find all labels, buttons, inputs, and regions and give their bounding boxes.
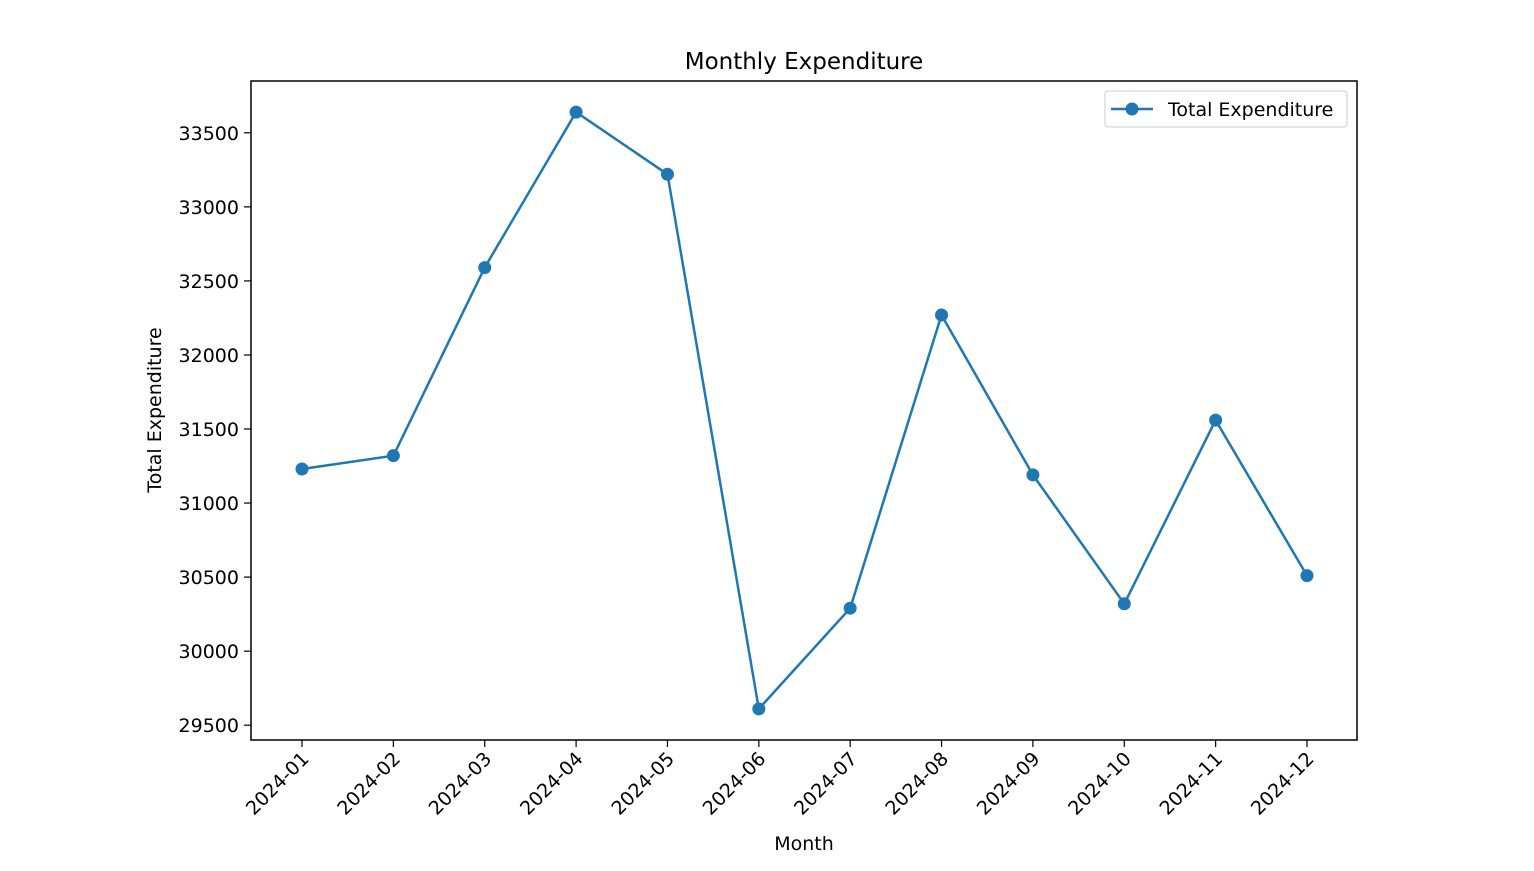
y-tick-label-32000: 32000 [179,345,239,367]
y-tick-label-29500: 29500 [179,715,239,737]
y-tick-label-31500: 31500 [179,419,239,441]
y-tick-label-31000: 31000 [179,493,239,515]
legend-entry-total-expenditure: Total Expenditure [1167,99,1333,121]
y-tick-label-32500: 32500 [179,271,239,293]
data-point-2024-03 [478,261,492,275]
legend-box [1104,90,1348,128]
data-point-2024-07 [843,601,857,615]
y-tick-label-30000: 30000 [179,641,239,663]
x-axis-label: Month [774,833,834,855]
data-point-2024-01 [295,462,309,476]
y-axis-label: Total Expenditure [144,327,166,493]
legend-dot-marker [1125,102,1139,116]
data-point-2024-12 [1300,569,1314,583]
data-point-2024-10 [1117,597,1131,611]
chart-title: Monthly Expenditure [685,49,924,75]
data-point-2024-04 [569,105,583,119]
y-tick-label-30500: 30500 [179,567,239,589]
y-tick-label-33500: 33500 [179,123,239,145]
data-point-2024-06 [752,702,766,716]
plot-frame [250,80,1358,741]
data-point-2024-08 [935,308,949,322]
series-line-0 [301,110,1309,711]
data-point-2024-05 [660,167,674,181]
data-point-2024-09 [1026,468,1040,482]
y-tick-label-33000: 33000 [179,197,239,219]
legend: Total Expenditure [1104,90,1348,128]
data-point-2024-11 [1209,413,1223,427]
data-point-2024-02 [386,449,400,463]
